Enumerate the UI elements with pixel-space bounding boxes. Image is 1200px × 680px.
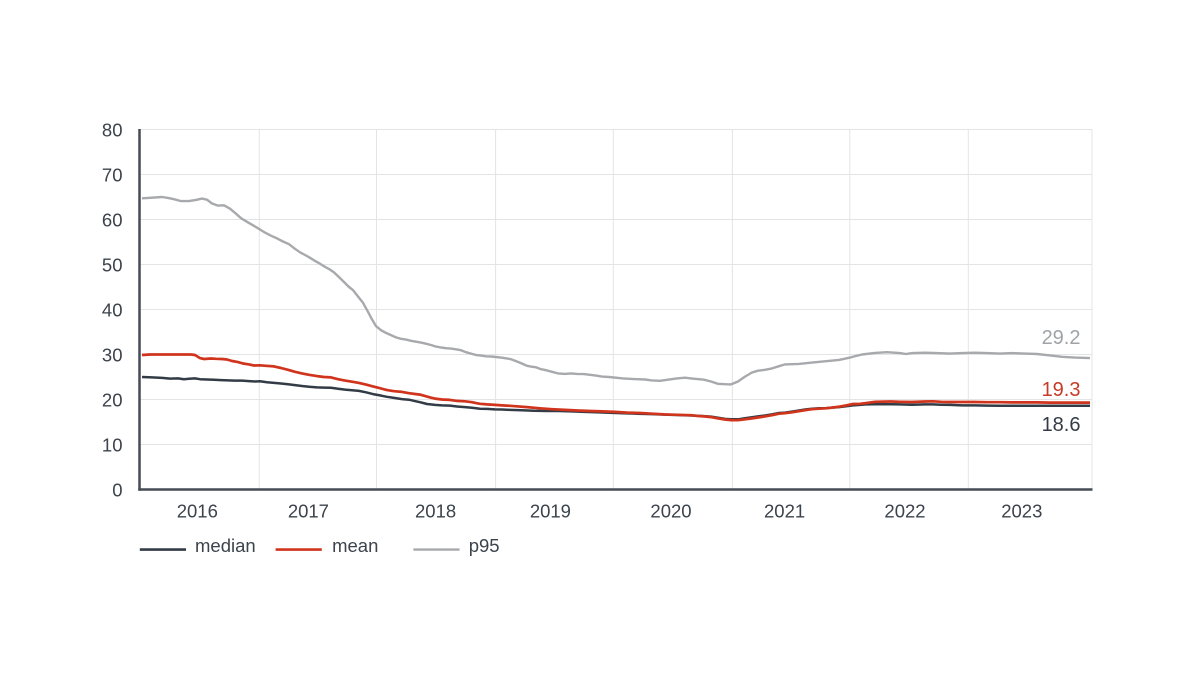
svg-text:29.2: 29.2: [1042, 327, 1081, 349]
svg-text:p95: p95: [469, 535, 500, 556]
svg-text:median: median: [195, 535, 256, 556]
svg-text:2021: 2021: [764, 500, 805, 521]
svg-text:2020: 2020: [650, 500, 691, 521]
svg-text:70: 70: [102, 165, 123, 186]
svg-text:20: 20: [102, 390, 123, 411]
svg-text:2023: 2023: [1001, 500, 1042, 521]
svg-text:18.6: 18.6: [1042, 414, 1081, 436]
svg-text:19.3: 19.3: [1042, 379, 1081, 401]
svg-text:2019: 2019: [530, 500, 571, 521]
svg-text:2017: 2017: [288, 500, 329, 521]
svg-text:40: 40: [102, 300, 123, 321]
svg-text:30: 30: [102, 345, 123, 366]
svg-text:mean: mean: [332, 535, 378, 556]
svg-text:10: 10: [102, 435, 123, 456]
svg-text:80: 80: [102, 120, 123, 141]
svg-text:2016: 2016: [177, 500, 218, 521]
svg-text:0: 0: [112, 480, 122, 501]
svg-text:2022: 2022: [884, 500, 925, 521]
svg-text:60: 60: [102, 210, 123, 231]
svg-text:2018: 2018: [415, 500, 456, 521]
svg-text:50: 50: [102, 255, 123, 276]
